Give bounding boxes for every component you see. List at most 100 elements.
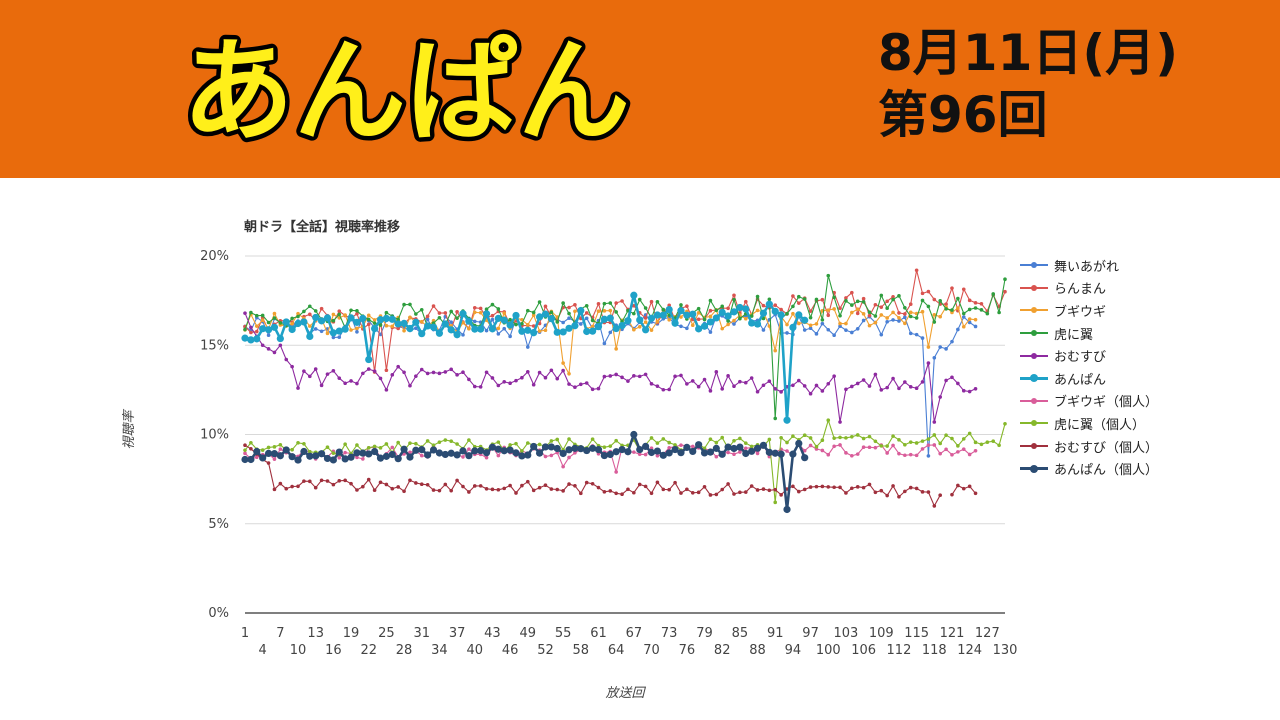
data-point — [608, 489, 613, 493]
x-tick-label: 124 — [957, 643, 982, 658]
data-point — [926, 361, 931, 365]
legend-swatch — [1020, 304, 1048, 316]
data-point — [524, 326, 532, 334]
data-point — [714, 440, 719, 445]
data-point — [973, 386, 978, 391]
legend-item[interactable]: ブギウギ — [1020, 299, 1260, 322]
data-point — [624, 317, 632, 325]
legend-label: 虎に翼 — [1054, 327, 1094, 343]
legend-item[interactable]: あんぱん（個人） — [1020, 457, 1260, 480]
legend-item[interactable]: 虎に翼（個人） — [1020, 412, 1260, 435]
data-point — [365, 450, 373, 458]
data-point — [414, 441, 418, 446]
legend-item[interactable]: ブギウギ（個人） — [1020, 390, 1260, 413]
series-10 — [241, 430, 809, 514]
data-point — [795, 439, 803, 448]
data-point — [596, 301, 601, 306]
data-point — [867, 313, 872, 318]
data-point — [967, 431, 972, 436]
data-point — [371, 447, 379, 456]
data-point — [791, 434, 795, 438]
data-point — [801, 316, 809, 324]
data-point — [802, 433, 807, 437]
data-point — [838, 420, 842, 424]
data-point — [349, 379, 353, 383]
data-point — [908, 385, 913, 389]
data-point — [459, 310, 467, 318]
data-point — [531, 310, 536, 315]
data-point — [567, 311, 571, 316]
data-point — [873, 302, 878, 307]
data-point — [738, 490, 742, 495]
data-point — [724, 443, 732, 451]
data-point — [932, 297, 937, 302]
data-point — [319, 383, 324, 388]
data-point — [425, 314, 430, 319]
legend-item[interactable]: あんぱん — [1020, 367, 1260, 390]
data-point — [608, 444, 613, 448]
data-point — [414, 326, 418, 331]
data-point — [838, 313, 842, 318]
data-point — [414, 312, 418, 316]
data-point — [278, 321, 283, 325]
data-point — [319, 306, 324, 311]
data-point — [249, 330, 253, 335]
data-point — [577, 306, 585, 315]
data-point — [478, 310, 483, 315]
data-point — [891, 434, 895, 438]
data-point — [400, 319, 408, 328]
data-point — [730, 308, 738, 316]
data-point — [844, 328, 848, 332]
data-point — [767, 437, 772, 442]
legend-item[interactable]: 虎に翼 — [1020, 322, 1260, 345]
data-point — [278, 447, 283, 451]
data-point — [296, 441, 300, 445]
data-point — [649, 436, 654, 440]
data-point — [730, 444, 738, 453]
data-point — [967, 389, 972, 394]
data-point — [561, 320, 565, 325]
data-point — [832, 374, 836, 378]
data-point — [372, 369, 377, 373]
data-point — [247, 455, 255, 464]
data-point — [973, 301, 978, 305]
data-point — [855, 485, 860, 489]
data-point — [685, 304, 689, 308]
data-point — [461, 320, 465, 325]
data-point — [337, 455, 342, 460]
data-point — [838, 443, 842, 447]
data-point — [726, 306, 730, 311]
data-point — [997, 310, 1001, 315]
data-point — [573, 451, 577, 455]
legend-label: おむすび — [1054, 350, 1107, 366]
data-point — [596, 485, 601, 490]
data-point — [773, 416, 778, 421]
data-point — [441, 320, 449, 328]
data-point — [706, 318, 715, 326]
data-point — [897, 451, 901, 456]
data-point — [677, 449, 685, 457]
data-point — [384, 482, 389, 487]
data-point — [384, 388, 389, 392]
legend-item[interactable]: おむすび（個人） — [1020, 435, 1260, 458]
data-point — [683, 443, 691, 452]
data-point — [502, 311, 507, 315]
data-point — [467, 377, 471, 382]
data-point — [319, 329, 324, 334]
data-point — [594, 446, 603, 454]
data-point — [632, 327, 636, 332]
data-point — [938, 314, 942, 319]
data-point — [655, 454, 660, 458]
legend-item[interactable]: おむすび — [1020, 344, 1260, 367]
series-5 — [243, 311, 978, 424]
data-point — [732, 318, 736, 323]
data-point — [867, 384, 872, 388]
data-point — [614, 347, 618, 351]
legend-swatch — [1020, 282, 1048, 294]
data-point — [496, 453, 501, 458]
data-point — [855, 299, 860, 304]
legend-item[interactable]: らんまん — [1020, 277, 1260, 300]
data-point — [543, 304, 548, 309]
legend-item[interactable]: 舞いあがれ — [1020, 254, 1260, 277]
data-point — [708, 308, 713, 313]
